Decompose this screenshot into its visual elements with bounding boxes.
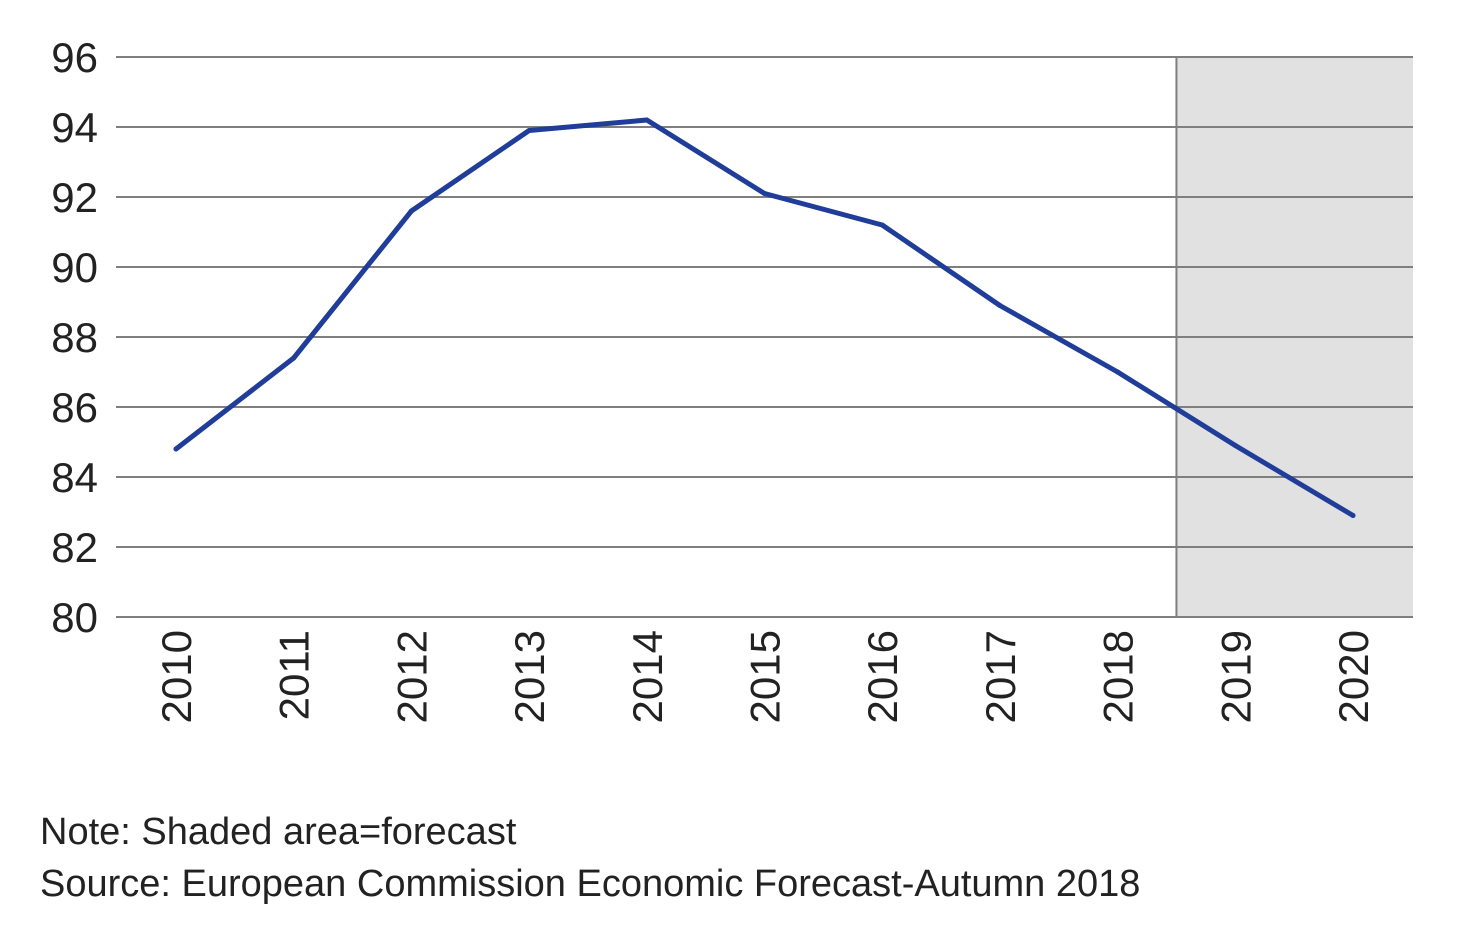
data-point-2016 <box>879 222 885 228</box>
x-tick-label: 2010 <box>153 630 200 723</box>
y-axis-ticks: 80 82 84 86 88 90 92 94 96 <box>51 34 98 641</box>
data-point-2013 <box>526 128 532 133</box>
x-tick-label: 2020 <box>1330 630 1377 723</box>
note-text: Note: Shaded area=forecast <box>40 811 517 853</box>
data-point-2015 <box>762 191 767 196</box>
data-point-2014 <box>644 117 650 123</box>
data-point-2010 <box>173 446 179 452</box>
chart-notes: Note: Shaded area=forecast Source: Europ… <box>40 806 1140 910</box>
series-group <box>173 117 1356 518</box>
data-point-2011 <box>291 355 297 361</box>
x-tick-label: 2019 <box>1212 630 1259 723</box>
x-tick-label: 2015 <box>742 630 789 723</box>
x-tick-label: 2013 <box>506 630 553 723</box>
x-axis-ticks: 2010 2011 2012 2013 2014 2015 2016 2017 2018 2019… <box>153 630 1377 723</box>
x-tick-label: 2011 <box>271 630 318 720</box>
y-tick-label: 86 <box>51 384 98 431</box>
x-tick-label: 2017 <box>977 630 1024 723</box>
data-point-2017 <box>997 303 1003 308</box>
x-tick-label: 2018 <box>1095 630 1142 723</box>
y-tick-label: 84 <box>51 454 98 501</box>
y-tick-label: 88 <box>51 314 98 361</box>
y-tick-label: 96 <box>51 34 98 81</box>
y-tick-label: 94 <box>51 104 98 151</box>
gridlines <box>116 56 1413 618</box>
y-tick-label: 90 <box>51 244 98 291</box>
data-point-2020 <box>1350 513 1356 518</box>
x-tick-label: 2014 <box>624 630 671 723</box>
data-point-2019 <box>1232 443 1238 448</box>
data-point-2012 <box>408 208 414 214</box>
y-tick-label: 82 <box>51 524 98 571</box>
source-text: Source: European Commission Economic For… <box>40 863 1141 905</box>
y-tick-label: 92 <box>51 174 98 221</box>
data-point-2018 <box>1115 369 1121 375</box>
x-tick-label: 2012 <box>388 630 435 723</box>
x-tick-label: 2016 <box>859 630 906 723</box>
y-tick-label: 80 <box>51 594 98 641</box>
